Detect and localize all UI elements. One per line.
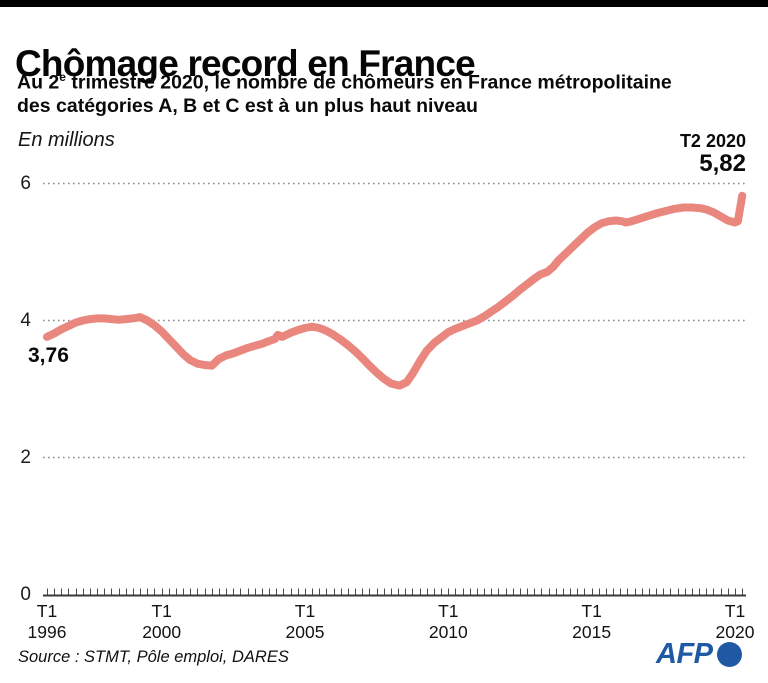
x-axis-label-quarter: T1 (36, 601, 58, 621)
top-black-bar (0, 0, 768, 7)
end-annotation-period: T2 2020 (679, 131, 746, 151)
x-axis-label-1996: T1 1996 (12, 601, 82, 643)
subtitle: Au 2e trimestre 2020, le nombre de chôme… (17, 66, 757, 119)
subtitle-superscript: e (59, 70, 66, 84)
x-axis-label-2005: T1 2005 (270, 601, 340, 643)
end-annotation: T2 2020 5,82 (560, 131, 746, 177)
afp-logo-text: AFP (656, 638, 713, 670)
afp-logo-circle-icon (717, 642, 742, 667)
source-credit: Source : STMT, Pôle emploi, DARES (18, 648, 289, 666)
x-axis-label-2015: T1 2015 (557, 601, 627, 643)
x-axis-label-quarter: T1 (724, 601, 746, 621)
x-axis-label-year: 2010 (428, 622, 468, 642)
x-axis-label-year: 2020 (715, 622, 755, 642)
trend-line (43, 191, 747, 390)
x-axis-label-year: 2000 (142, 622, 182, 642)
subtitle-line2: des catégories A, B et C est à un plus h… (17, 95, 478, 117)
x-axis-label-year: 1996 (27, 622, 67, 642)
x-axis-label-2020: T1 2020 (700, 601, 768, 643)
start-value-annotation: 3,76 (28, 344, 69, 367)
subtitle-line1-post: trimestre 2020, le nombre de chômeurs en… (65, 71, 672, 94)
y-axis-unit-label: En millions (18, 129, 115, 151)
subtitle-line1-pre: Au 2 (17, 71, 60, 94)
x-axis-label-year: 2005 (285, 622, 325, 642)
end-annotation-value: 5,82 (699, 150, 746, 177)
y-axis-label-0: 0 (20, 583, 31, 605)
x-axis-label-quarter: T1 (581, 601, 602, 621)
x-axis-label-quarter: T1 (294, 601, 316, 621)
y-axis-label-4: 4 (20, 309, 31, 331)
x-axis-label-2000: T1 2000 (127, 601, 197, 643)
page-title: Chômage record en France (15, 42, 476, 84)
x-axis-label-year: 2015 (572, 622, 612, 642)
x-axis-label-quarter: T1 (438, 601, 459, 621)
y-axis-label-6: 6 (20, 172, 31, 194)
x-axis-label-2010: T1 2010 (413, 601, 483, 643)
y-axis-label-2: 2 (20, 446, 31, 468)
x-axis-label-quarter: T1 (151, 601, 172, 621)
afp-logo: AFP (656, 637, 748, 670)
